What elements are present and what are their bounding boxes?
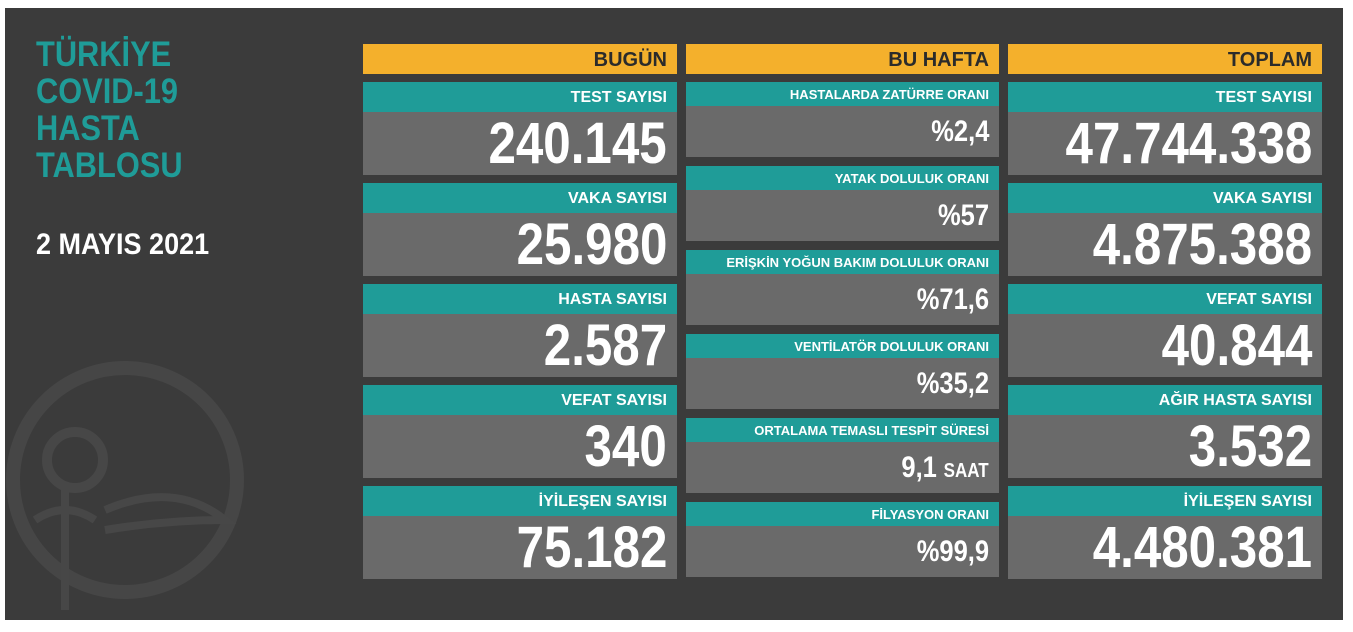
stat-value-box: %57	[686, 190, 999, 241]
stat-item: HASTA SAYISI 2.587	[363, 284, 677, 377]
stat-value: 2.587	[544, 314, 667, 377]
stat-item: ERİŞKİN YOĞUN BAKIM DOLULUK ORANI %71,6	[686, 250, 999, 325]
stat-value-box: 4.480.381	[1008, 516, 1322, 579]
stat-number: 9,1	[901, 451, 938, 484]
title: TÜRKİYE COVID-19 HASTA TABLOSU	[36, 36, 203, 184]
stat-number: 3.532	[1188, 414, 1312, 479]
stat-number: %71,6	[916, 283, 989, 316]
stat-item: VAKA SAYISI 4.875.388	[1008, 183, 1322, 276]
stat-number: %99,9	[916, 535, 989, 568]
stat-value-box: 9,1 SAAT	[686, 442, 999, 493]
stat-value: 4.875.388	[1093, 213, 1312, 276]
stat-value: %99,9	[917, 526, 989, 577]
column-header: TOPLAM	[1008, 44, 1322, 74]
stat-item: VAKA SAYISI 25.980	[363, 183, 677, 276]
title-line: HASTA	[36, 109, 140, 148]
column: BU HAFTA HASTALARDA ZATÜRRE ORANI %2,4 YATA…	[686, 44, 999, 577]
stat-value-box: %71,6	[686, 274, 999, 325]
stat-item: VEFAT SAYISI 40.844	[1008, 284, 1322, 377]
stat-label: HASTALARDA ZATÜRRE ORANI	[686, 82, 999, 106]
stat-number: 240.145	[488, 111, 667, 176]
emblem	[6, 361, 244, 610]
stat-label: AĞIR HASTA SAYISI	[1008, 385, 1322, 415]
stat-number: %35,2	[916, 367, 989, 400]
stat-value-box: 40.844	[1008, 314, 1322, 377]
title-line: TABLOSU	[36, 146, 183, 185]
stat-label: YATAK DOLULUK ORANI	[686, 166, 999, 190]
stat-label: TEST SAYISI	[363, 82, 677, 112]
column-header: BU HAFTA	[686, 44, 999, 74]
stat-number: 25.980	[516, 212, 667, 277]
stat-label: VEFAT SAYISI	[1008, 284, 1322, 314]
stat-item: AĞIR HASTA SAYISI 3.532	[1008, 385, 1322, 478]
stat-value: 75.182	[516, 516, 667, 579]
stat-value: %2,4	[931, 106, 989, 157]
stat-value: %35,2	[917, 358, 989, 409]
stat-value-box: 240.145	[363, 112, 677, 175]
stat-label: FİLYASYON ORANI	[686, 502, 999, 526]
stat-number: 4.875.388	[1092, 212, 1312, 277]
stat-item: TEST SAYISI 47.744.338	[1008, 82, 1322, 175]
stat-label: TEST SAYISI	[1008, 82, 1322, 112]
stat-item: VENTİLATÖR DOLULUK ORANI %35,2	[686, 334, 999, 409]
stat-value-box: 340	[363, 415, 677, 478]
stat-item: FİLYASYON ORANI %99,9	[686, 502, 999, 577]
stat-item: İYİLEŞEN SAYISI 75.182	[363, 486, 677, 579]
stat-label: VAKA SAYISI	[363, 183, 677, 213]
stat-label: ORTALAMA TEMASLI TESPİT SÜRESİ	[686, 418, 999, 442]
stat-label: VENTİLATÖR DOLULUK ORANI	[686, 334, 999, 358]
column: TOPLAM TEST SAYISI 47.744.338 VAKA SAYISI 4.…	[1008, 44, 1322, 579]
stat-value: 25.980	[516, 213, 667, 276]
column-header: BUGÜN	[363, 44, 677, 74]
title-line: COVID-19	[36, 72, 179, 111]
stat-label: ERİŞKİN YOĞUN BAKIM DOLULUK ORANI	[686, 250, 999, 274]
stat-number: %2,4	[930, 115, 989, 148]
stat-value-box: 2.587	[363, 314, 677, 377]
stat-value-box: 75.182	[363, 516, 677, 579]
stat-number: 47.744.338	[1065, 111, 1312, 176]
stat-item: TEST SAYISI 240.145	[363, 82, 677, 175]
stat-number: 340	[584, 414, 667, 479]
stat-value: 40.844	[1161, 314, 1312, 377]
stat-item: İYİLEŞEN SAYISI 4.480.381	[1008, 486, 1322, 579]
stat-value: 340	[585, 415, 667, 478]
stat-label: HASTA SAYISI	[363, 284, 677, 314]
stat-value: %57	[938, 190, 989, 241]
stat-number: 40.844	[1161, 313, 1312, 378]
stat-value: 3.532	[1189, 415, 1312, 478]
stat-item: ORTALAMA TEMASLI TESPİT SÜRESİ 9,1 SAAT	[686, 418, 999, 493]
stat-value: 4.480.381	[1093, 516, 1312, 579]
stat-number: 2.587	[543, 313, 667, 378]
title-line: TÜRKİYE	[36, 35, 172, 74]
stat-value: 9,1 SAAT	[902, 442, 989, 497]
stat-value-box: 3.532	[1008, 415, 1322, 478]
stat-label: VEFAT SAYISI	[363, 385, 677, 415]
stat-label: İYİLEŞEN SAYISI	[363, 486, 677, 516]
stat-item: VEFAT SAYISI 340	[363, 385, 677, 478]
stat-label: VAKA SAYISI	[1008, 183, 1322, 213]
stat-value-box: 4.875.388	[1008, 213, 1322, 276]
stat-value-box: 47.744.338	[1008, 112, 1322, 175]
stat-value: %71,6	[917, 274, 989, 325]
stat-number: %57	[937, 199, 989, 232]
stat-label: İYİLEŞEN SAYISI	[1008, 486, 1322, 516]
date: 2 MAYIS 2021	[36, 228, 210, 261]
stat-number: 75.182	[516, 515, 667, 580]
stat-item: YATAK DOLULUK ORANI %57	[686, 166, 999, 241]
stat-number: 4.480.381	[1092, 515, 1312, 580]
stat-value-box: %99,9	[686, 526, 999, 577]
stat-value-box: %2,4	[686, 106, 999, 157]
stat-unit: SAAT	[943, 460, 989, 482]
stat-value: 240.145	[489, 112, 667, 175]
stat-value: 47.744.338	[1065, 112, 1312, 175]
stat-value-box: 25.980	[363, 213, 677, 276]
stat-item: HASTALARDA ZATÜRRE ORANI %2,4	[686, 82, 999, 157]
column: BUGÜN TEST SAYISI 240.145 VAKA SAYISI 25.980…	[363, 44, 677, 579]
stat-value-box: %35,2	[686, 358, 999, 409]
